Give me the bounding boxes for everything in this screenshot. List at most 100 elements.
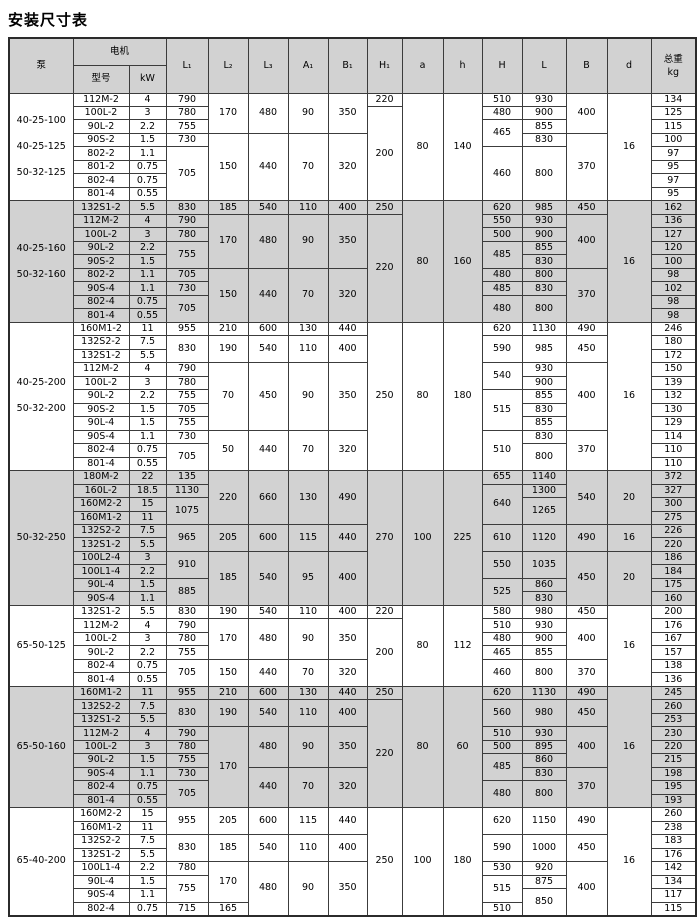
table-row: 112M-2 4 790 170 480 90 350 220 550 930 400 136	[9, 213, 697, 323]
cell-A1: 70	[287, 267, 329, 323]
cell-B: 370	[565, 267, 608, 323]
cell-model: 802-4	[72, 901, 130, 917]
cell-L1: 955	[165, 807, 209, 836]
cell-B: 400	[565, 213, 608, 269]
cell-B1: 400	[327, 550, 368, 606]
cell-B: 490	[565, 524, 608, 552]
cell-B: 400	[565, 362, 608, 431]
cell-model: 100L-2	[72, 105, 130, 121]
header-L2: L₂	[207, 37, 249, 94]
cell-kw: 1.5	[128, 577, 167, 593]
cell-A1: 90	[287, 92, 329, 134]
cell-kg: 136	[650, 672, 697, 687]
pump-cell: 65-50-160	[8, 685, 74, 809]
cell-kw: 5.5	[128, 537, 167, 552]
cell-L1: 705	[165, 146, 209, 202]
cell-H: 550	[481, 213, 523, 229]
cell-kw: 15	[128, 497, 167, 512]
cell-L: 855	[521, 119, 567, 134]
cell-kg: 114	[650, 429, 697, 445]
cell-B1: 320	[327, 267, 368, 323]
cell-L1: 755	[165, 645, 209, 660]
table-row: 100L2-4 3 910 185 540 95 400 550 1035 450 20 186	[9, 550, 697, 606]
cell-L1: 705	[165, 780, 209, 809]
cell-kg: 260	[650, 807, 697, 822]
cell-L: 830	[521, 281, 567, 296]
cell-kg: 115	[650, 119, 697, 134]
cell-model: 801-4	[72, 672, 130, 687]
cell-d: 16	[606, 200, 652, 323]
cell-kg: 327	[650, 483, 697, 499]
cell-kw: 18.5	[128, 483, 167, 499]
header-total-weight-label: 总重	[663, 53, 683, 65]
table-row: 160L-2 18.5 1130 640 1300 327	[9, 483, 697, 526]
cell-kw: 0.75	[128, 901, 167, 917]
cell-A1: 110	[287, 604, 329, 620]
pump-label: 50-32-125	[16, 166, 66, 178]
cell-h: 160	[442, 200, 483, 323]
cell-d: 16	[606, 321, 652, 472]
cell-L1: 715	[165, 901, 209, 917]
table-row: 132S1-2 5.5 220	[9, 537, 697, 552]
cell-model: 112M-2	[72, 726, 130, 741]
cell-kg: 132	[650, 389, 697, 404]
header-row-1: 泵 电机 L₁ L₂ L₃ A₁ B₁ H₁ a h H L B d 总重 kg	[8, 37, 697, 94]
cell-L3: 540	[247, 335, 289, 364]
cell-kg: 184	[650, 564, 697, 579]
cell-A1: 90	[287, 362, 329, 431]
cell-a: 80	[401, 200, 444, 323]
cell-model: 802-4	[72, 443, 130, 458]
cell-a: 80	[401, 604, 444, 687]
cell-L2: 170	[207, 618, 249, 660]
cell-kw: 1.1	[128, 591, 167, 606]
table-body: 40-25-100 40-25-125 50-32-125 112M-2 4 790 170…	[8, 92, 697, 917]
cell-L1: 790	[165, 362, 209, 377]
cell-kg: 372	[650, 470, 697, 485]
table-row: 90S-2 1.5 730 150 440 70 320 830 370 100	[9, 132, 697, 202]
cell-kw: 7.5	[128, 699, 167, 714]
cell-L: 855	[521, 240, 567, 256]
cell-L1: 955	[165, 685, 209, 701]
cell-L1: 730	[165, 132, 209, 148]
cell-kg: 134	[650, 874, 697, 890]
cell-kg: 300	[650, 497, 697, 512]
cell-model: 801-4	[72, 308, 130, 323]
cell-L: 830	[521, 429, 567, 445]
cell-L: 980	[521, 604, 567, 620]
cell-B: 450	[565, 834, 608, 863]
header-A1: A₁	[287, 37, 329, 94]
cell-model: 132S1-2	[72, 712, 130, 728]
cell-d: 20	[606, 470, 652, 525]
cell-B: 450	[565, 550, 608, 606]
cell-B: 490	[565, 321, 608, 337]
cell-model: 802-4	[72, 294, 130, 310]
cell-kg: 238	[650, 820, 697, 836]
cell-L1: 780	[165, 227, 209, 242]
cell-a: 80	[401, 321, 444, 472]
cell-H: 510	[481, 92, 523, 108]
cell-B1: 400	[327, 699, 368, 728]
cell-L2: 185	[207, 550, 249, 606]
cell-kg: 172	[650, 348, 697, 364]
cell-kw: 7.5	[128, 335, 167, 350]
table-row: 90L-4 1.5 755 515 875 134	[9, 874, 697, 903]
header-motor-kw: kW	[128, 64, 167, 94]
cell-kg: 176	[650, 618, 697, 633]
cell-kg: 260	[650, 699, 697, 714]
cell-kg: 110	[650, 456, 697, 472]
cell-L: 930	[521, 726, 567, 741]
table-row: 90S-4 1.1 730 50 440 70 320 510 830 370 114	[9, 429, 697, 472]
table-row: 112M-2 4 790 70 450 90 350 540 930 400 150	[9, 362, 697, 431]
cell-H: 510	[481, 726, 523, 741]
cell-B: 400	[565, 861, 608, 917]
cell-H: 480	[481, 780, 523, 809]
cell-h: 180	[442, 807, 483, 917]
cell-H: 465	[481, 119, 523, 148]
cell-a: 80	[401, 92, 444, 202]
table-row: 802-4 0.75 715 165 510 115	[9, 901, 697, 917]
cell-L1: 1130	[165, 483, 209, 499]
cell-L2: 150	[207, 267, 249, 323]
cell-L: 830	[521, 132, 567, 148]
cell-L3: 540	[247, 604, 289, 620]
cell-L3: 540	[247, 834, 289, 863]
